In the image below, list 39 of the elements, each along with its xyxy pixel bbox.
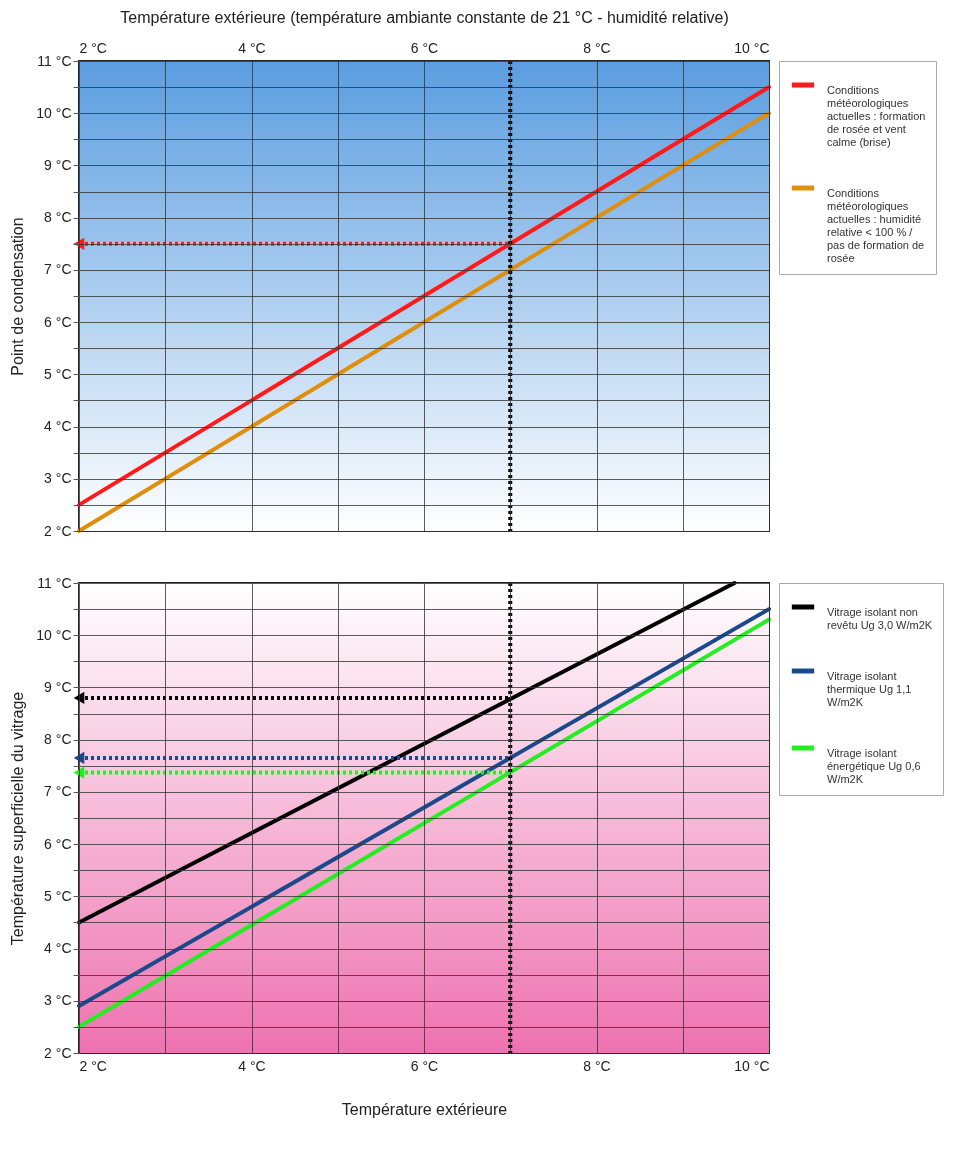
y-tick-label: 2 °C xyxy=(44,522,72,539)
legend-label: Vitrage isolant énergétique Ug 0,6 W/m2K xyxy=(827,747,921,785)
y-tick-label: 9 °C xyxy=(44,156,72,173)
y-tick-label: 11 °C xyxy=(37,574,72,591)
y-tick-label: 3 °C xyxy=(44,470,72,487)
y-axis-title: Point de condensation xyxy=(9,217,27,376)
x-tick-label: 2 °C xyxy=(79,1057,107,1074)
y-axis-title: Température superficielle du vitrage xyxy=(9,691,27,946)
y-tick-label: 7 °C xyxy=(44,261,72,278)
y-tick-label: 3 °C xyxy=(44,992,72,1009)
y-tick-label: 6 °C xyxy=(44,835,72,852)
y-tick-label: 9 °C xyxy=(44,678,72,695)
y-tick-label: 6 °C xyxy=(44,313,72,330)
x-tick-label: 8 °C xyxy=(583,1057,611,1074)
y-tick-label: 4 °C xyxy=(44,940,72,957)
y-tick-label: 11 °C xyxy=(37,52,72,69)
y-tick-label: 8 °C xyxy=(44,209,72,226)
x-axis-title: Température extérieure xyxy=(341,1100,508,1118)
y-tick-label: 10 °C xyxy=(36,626,72,643)
legend-label: Vitrage isolant non revêtu Ug 3,0 W/m2K xyxy=(827,606,933,631)
y-tick-label: 2 °C xyxy=(44,1044,72,1061)
legend-label: Conditions météorologiques actuelles : formation de rosée et vent calme (brise) xyxy=(827,84,926,148)
legend-label: Conditions météorologiques actuelles : humidité relative < 100 % / pas de formation de rosée xyxy=(827,187,925,264)
y-tick-label: 8 °C xyxy=(44,731,72,748)
x-tick-label: 4 °C xyxy=(238,39,266,56)
x-tick-label: 2 °C xyxy=(79,39,107,56)
y-tick-label: 5 °C xyxy=(44,365,72,382)
y-tick-label: 5 °C xyxy=(44,887,72,904)
y-tick-label: 7 °C xyxy=(44,783,72,800)
x-tick-label: 6 °C xyxy=(410,39,439,56)
x-tick-label: 8 °C xyxy=(583,39,611,56)
x2-axis-title: Température extérieure (température ambiante constante de 21 °C - humidité relative) xyxy=(120,8,729,26)
y-tick-label: 10 °C xyxy=(36,104,72,121)
x-tick-label: 10 °C xyxy=(734,39,770,56)
x-tick-label: 10 °C xyxy=(734,1057,770,1074)
legend-label: Vitrage isolant thermique Ug 1,1 W/m2K xyxy=(827,670,912,708)
x-tick-label: 6 °C xyxy=(410,1057,439,1074)
y-tick-label: 4 °C xyxy=(44,418,72,435)
x-tick-label: 4 °C xyxy=(238,1057,266,1074)
